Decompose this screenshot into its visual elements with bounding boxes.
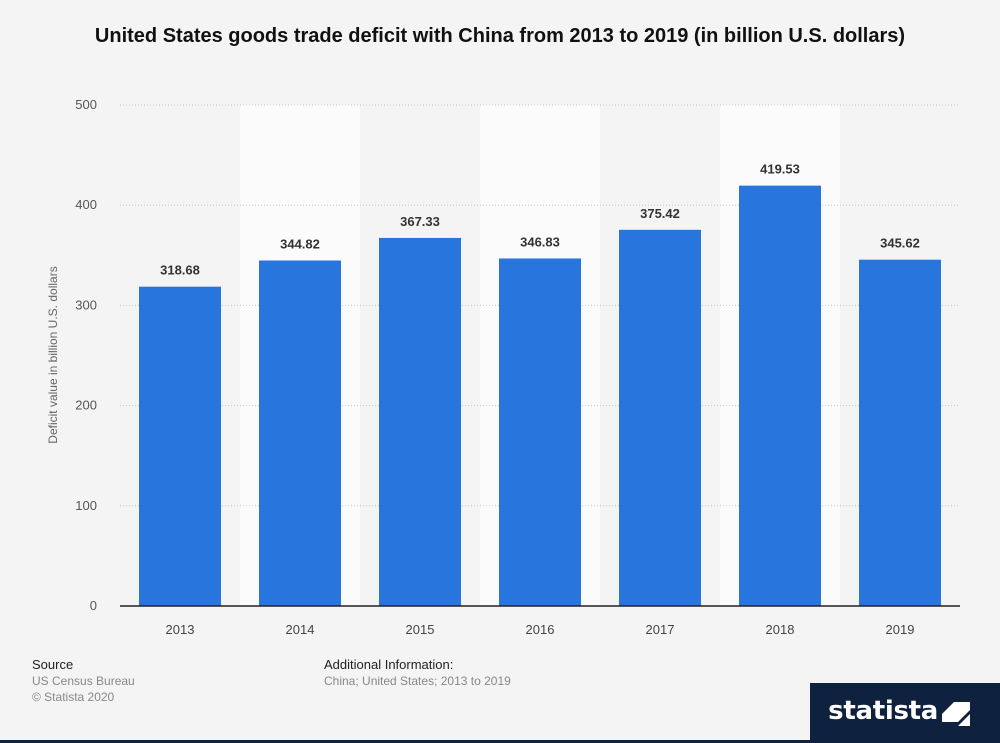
data-label: 344.82 xyxy=(280,236,320,251)
source-name[interactable]: US Census Bureau xyxy=(32,674,135,688)
y-tick-label: 500 xyxy=(75,97,97,112)
data-label: 419.53 xyxy=(760,162,800,177)
x-tick-label: 2013 xyxy=(166,622,195,637)
y-tick-label: 300 xyxy=(75,297,97,312)
y-tick-label: 0 xyxy=(90,598,97,613)
y-tick-label: 200 xyxy=(75,398,97,413)
bar-2016 xyxy=(499,258,581,606)
bar-2015 xyxy=(379,237,461,606)
data-label: 367.33 xyxy=(400,214,440,229)
additional-info-text: China; United States; 2013 to 2019 xyxy=(324,674,511,688)
bottom-accent-line xyxy=(0,740,1000,743)
source-block: Source US Census Bureau © Statista 2020 xyxy=(32,657,135,705)
statista-logo-icon xyxy=(942,702,970,726)
brand-banner xyxy=(810,683,1000,743)
y-tick-label: 100 xyxy=(75,498,97,513)
x-tick-label: 2014 xyxy=(286,622,315,637)
x-tick-label: 2016 xyxy=(526,622,555,637)
bar-2017 xyxy=(619,229,701,606)
bar-2013 xyxy=(139,286,221,606)
additional-info-block: Additional Information: China; United St… xyxy=(324,657,511,689)
data-label: 345.62 xyxy=(880,236,920,251)
y-tick-label: 400 xyxy=(75,197,97,212)
additional-info-heading: Additional Information: xyxy=(324,657,454,672)
x-tick-label: 2018 xyxy=(766,622,795,637)
y-axis-label: Deficit value in billion U.S. dollars xyxy=(46,266,60,444)
data-label: 318.68 xyxy=(160,263,200,278)
bar-2019 xyxy=(859,259,941,606)
x-tick-label: 2019 xyxy=(886,622,915,637)
x-tick-label: 2017 xyxy=(646,622,675,637)
x-tick-label: 2015 xyxy=(406,622,435,637)
bar-2014 xyxy=(259,260,341,606)
source-heading: Source xyxy=(32,657,74,672)
chart-title: United States goods trade deficit with C… xyxy=(94,25,906,47)
bar-2018 xyxy=(739,185,821,607)
data-label: 375.42 xyxy=(640,206,680,221)
brand-logo-text[interactable]: statista xyxy=(828,696,938,726)
data-label: 346.83 xyxy=(520,234,560,249)
copyright-text: © Statista 2020 xyxy=(32,690,115,704)
